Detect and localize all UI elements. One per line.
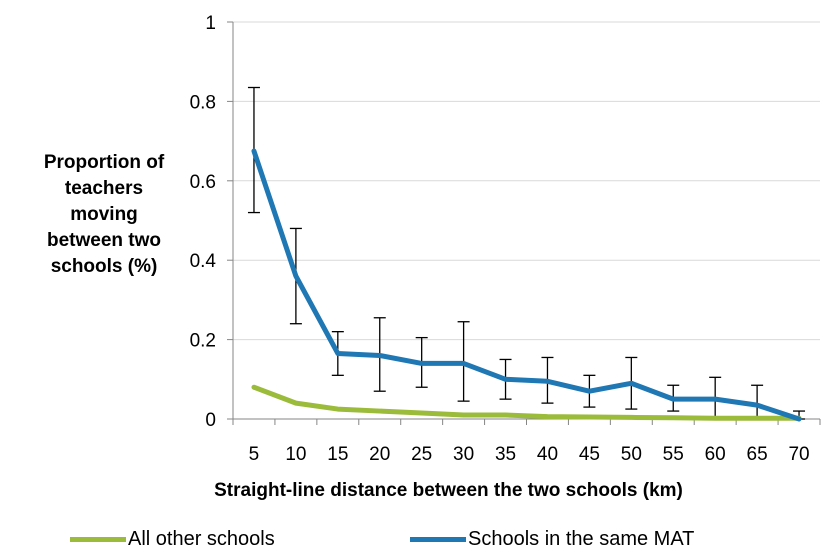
y-tick-label: 0 — [205, 410, 216, 431]
y-axis-label-line: teachers — [64, 178, 144, 199]
legend-label: All other schools — [128, 528, 275, 550]
y-tick-labels: 0 0.2 0.4 0.6 0.8 1 — [190, 13, 217, 431]
y-tick-label: 0.8 — [190, 92, 216, 113]
y-axis-label-line: moving — [70, 204, 138, 225]
legend-item-all-other-schools: All other schools — [70, 528, 275, 551]
gridlines — [233, 21, 820, 341]
x-axis-label: Straight-line distance between the two s… — [214, 480, 683, 501]
x-tick-label: 35 — [495, 444, 516, 465]
series-lines — [251, 148, 802, 422]
y-tick-label: 0.6 — [190, 172, 216, 193]
y-axis-label-line: schools (%) — [50, 256, 158, 277]
x-tick-labels: 5 10 15 20 25 30 35 40 45 50 55 60 65 70 — [249, 444, 810, 465]
x-tick-label: 70 — [788, 444, 809, 465]
legend-swatch — [410, 537, 466, 542]
x-tick-label: 40 — [537, 444, 558, 465]
error-bars — [247, 86, 806, 420]
y-axis-label: Proportion of teachers moving between tw… — [14, 150, 194, 280]
y-axis-label-line: between two — [46, 230, 161, 251]
x-tick-label: 45 — [579, 444, 600, 465]
y-axis-label-line: Proportion of — [43, 152, 165, 173]
x-tick-label: 30 — [453, 444, 474, 465]
axes — [227, 21, 821, 425]
x-tick-label: 55 — [663, 444, 684, 465]
x-tick-label: 60 — [705, 444, 726, 465]
legend-item-same-mat: Schools in the same MAT — [410, 528, 694, 551]
x-tick-label: 5 — [249, 444, 260, 465]
series-line-1 — [251, 148, 802, 422]
series-line-0 — [251, 384, 802, 421]
x-tick-label: 25 — [411, 444, 432, 465]
x-tick-label: 65 — [747, 444, 768, 465]
y-tick-label: 0.2 — [190, 331, 216, 352]
x-tick-label: 15 — [327, 444, 348, 465]
x-tick-label: 10 — [285, 444, 306, 465]
legend: All other schools Schools in the same MA… — [0, 528, 827, 554]
y-tick-label: 1 — [205, 13, 216, 34]
x-tick-label: 50 — [621, 444, 642, 465]
legend-swatch — [70, 537, 126, 542]
x-tick-label: 20 — [369, 444, 390, 465]
legend-label: Schools in the same MAT — [468, 528, 695, 550]
y-tick-label: 0.4 — [190, 251, 217, 272]
